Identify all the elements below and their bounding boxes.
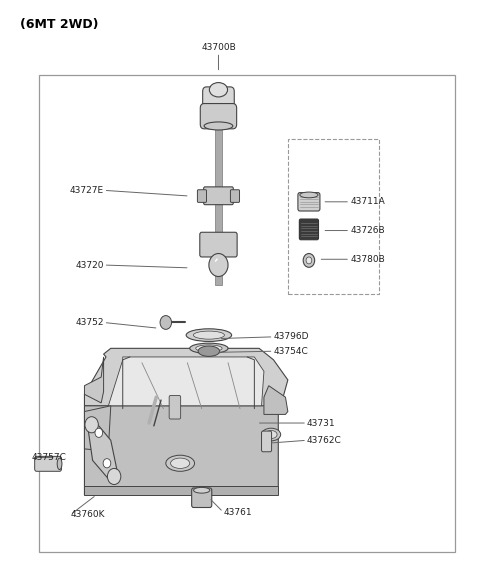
Circle shape	[209, 253, 228, 276]
Ellipse shape	[204, 122, 233, 130]
FancyBboxPatch shape	[192, 488, 212, 507]
Polygon shape	[84, 397, 278, 495]
Polygon shape	[84, 348, 288, 408]
FancyBboxPatch shape	[215, 127, 222, 196]
Text: 43720: 43720	[75, 260, 104, 270]
Polygon shape	[108, 357, 264, 406]
Circle shape	[108, 468, 121, 484]
FancyBboxPatch shape	[262, 431, 272, 452]
FancyBboxPatch shape	[230, 190, 240, 202]
Text: 43762C: 43762C	[307, 436, 342, 445]
FancyBboxPatch shape	[197, 190, 206, 202]
FancyBboxPatch shape	[204, 187, 233, 204]
Circle shape	[95, 428, 103, 437]
Bar	[288, 139, 379, 294]
Circle shape	[103, 458, 111, 468]
Text: 43760K: 43760K	[70, 510, 105, 520]
Polygon shape	[84, 406, 111, 450]
Text: 43754C: 43754C	[274, 347, 308, 356]
Ellipse shape	[57, 458, 62, 469]
Ellipse shape	[300, 192, 318, 198]
Ellipse shape	[198, 346, 220, 357]
Text: 43796D: 43796D	[274, 332, 309, 342]
FancyBboxPatch shape	[203, 87, 234, 115]
Bar	[39, 75, 456, 552]
Text: 43727E: 43727E	[70, 186, 104, 195]
FancyBboxPatch shape	[200, 104, 237, 129]
Circle shape	[160, 316, 171, 329]
Ellipse shape	[190, 343, 228, 354]
Text: 43731: 43731	[307, 419, 336, 427]
Text: 43726B: 43726B	[350, 226, 384, 235]
FancyBboxPatch shape	[300, 219, 319, 240]
Polygon shape	[88, 420, 118, 480]
Ellipse shape	[170, 458, 190, 468]
Ellipse shape	[193, 331, 225, 339]
Polygon shape	[84, 357, 104, 403]
Ellipse shape	[265, 430, 277, 438]
Circle shape	[306, 257, 312, 264]
Text: 43700B: 43700B	[201, 43, 236, 52]
Ellipse shape	[186, 329, 232, 342]
FancyBboxPatch shape	[215, 265, 222, 285]
Ellipse shape	[262, 428, 281, 441]
Polygon shape	[264, 386, 288, 414]
Text: (6MT 2WD): (6MT 2WD)	[20, 18, 98, 31]
Text: 43757C: 43757C	[32, 453, 67, 462]
Ellipse shape	[196, 345, 222, 352]
FancyBboxPatch shape	[169, 396, 180, 419]
Text: 43711A: 43711A	[350, 198, 385, 206]
FancyBboxPatch shape	[200, 232, 237, 257]
FancyBboxPatch shape	[35, 456, 61, 471]
Circle shape	[303, 253, 315, 267]
Text: 43761: 43761	[223, 507, 252, 517]
FancyBboxPatch shape	[215, 202, 222, 236]
Circle shape	[85, 416, 98, 433]
FancyBboxPatch shape	[298, 192, 320, 211]
Ellipse shape	[166, 455, 194, 471]
Ellipse shape	[193, 487, 210, 493]
Text: 43752: 43752	[75, 318, 104, 327]
Text: 43780B: 43780B	[350, 255, 385, 264]
Polygon shape	[84, 486, 278, 495]
Ellipse shape	[209, 82, 228, 97]
